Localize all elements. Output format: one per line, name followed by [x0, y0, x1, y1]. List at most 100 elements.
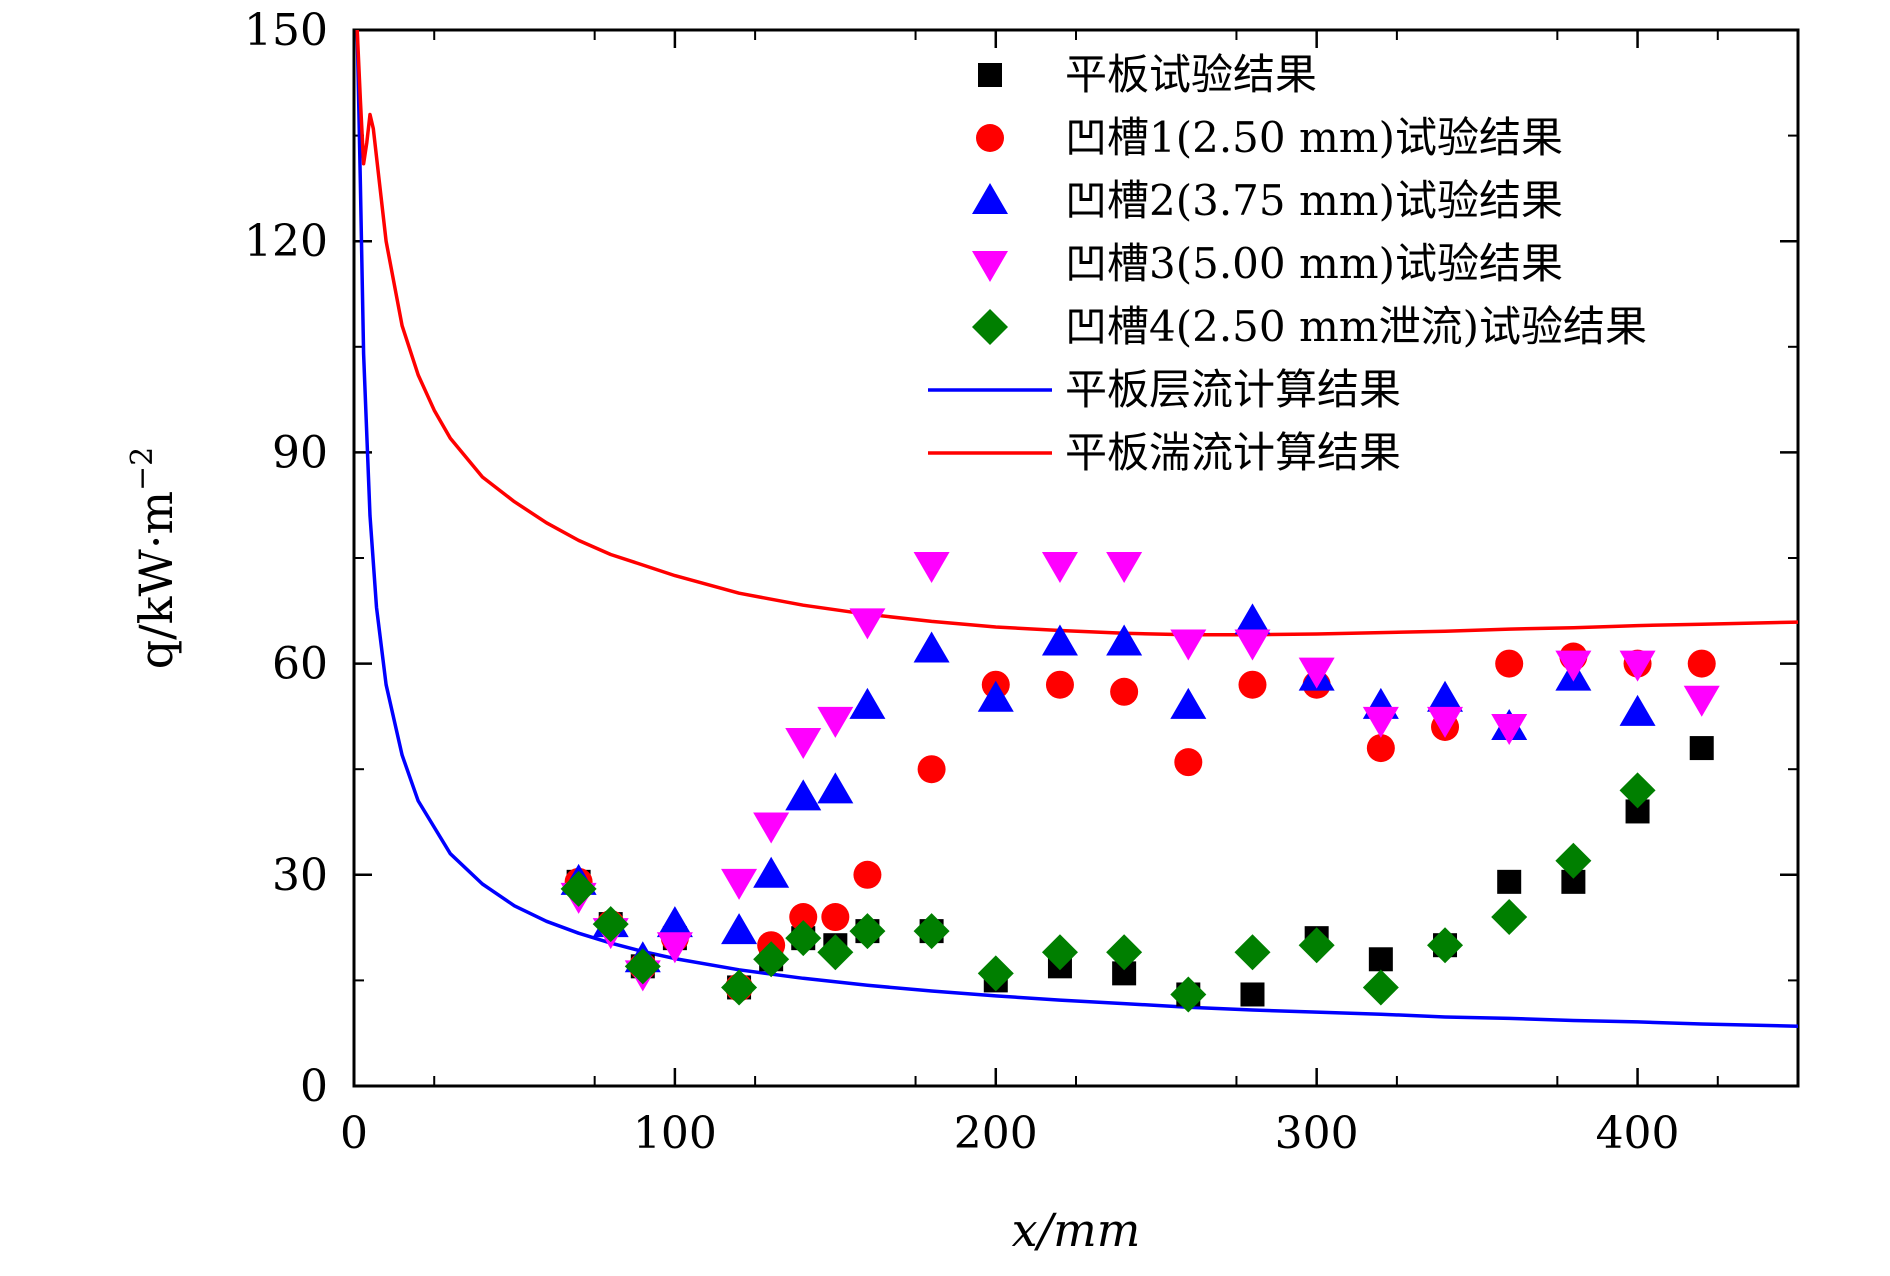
- data-point: [913, 913, 950, 950]
- data-point: [1427, 927, 1464, 964]
- data-point: [1045, 670, 1074, 699]
- legend-item-6: 平板湍流计算结果: [928, 428, 1401, 477]
- legend-item-1: 凹槽1(2.50 mm)试验结果: [976, 113, 1563, 162]
- legend-marker: [972, 309, 1008, 345]
- data-point: [1106, 624, 1143, 656]
- y-tick-label: 150: [244, 5, 328, 56]
- data-point: [1427, 680, 1464, 712]
- y-tick-label: 60: [272, 639, 328, 690]
- data-point: [721, 969, 758, 1006]
- data-point: [853, 860, 882, 889]
- data-point: [817, 772, 854, 804]
- legend-marker: [976, 124, 1004, 152]
- data-point: [1368, 947, 1393, 972]
- data-point: [1234, 934, 1271, 971]
- data-point: [1170, 687, 1207, 719]
- data-point: [1106, 552, 1143, 584]
- data-point: [1497, 869, 1522, 894]
- axis-ticks: 0 100 200 300 400 0 30 60 90 120 150: [244, 5, 1798, 1159]
- data-point: [1362, 969, 1399, 1006]
- legend-label: 凹槽3(5.00 mm)试验结果: [1065, 239, 1563, 288]
- y-axis-title-main: q/kW·m: [129, 491, 183, 669]
- data-point: [1619, 772, 1656, 809]
- legend-label: 平板层流计算结果: [1065, 365, 1401, 414]
- legend-item-4: 凹槽4(2.50 mm泄流)试验结果: [972, 302, 1647, 351]
- data-point: [977, 955, 1014, 992]
- data-point: [1555, 650, 1592, 682]
- x-tick-label: 200: [954, 1108, 1038, 1159]
- data-point: [913, 631, 950, 663]
- data-point: [1555, 842, 1592, 879]
- data-point: [785, 728, 822, 760]
- data-point: [1298, 927, 1335, 964]
- data-point: [721, 868, 758, 900]
- data-point: [1106, 934, 1143, 971]
- y-tick-label: 0: [300, 1061, 328, 1112]
- series-1-points: [564, 642, 1716, 1002]
- data-point: [1234, 603, 1271, 635]
- x-tick-label: 100: [633, 1108, 717, 1159]
- y-axis-title: q/kW·m−2: [125, 447, 183, 670]
- y-tick-label: 120: [244, 216, 328, 267]
- x-tick-label: 300: [1275, 1108, 1359, 1159]
- data-point: [1110, 677, 1139, 706]
- data-point: [785, 779, 822, 811]
- data-point: [753, 812, 790, 844]
- data-point: [1427, 706, 1464, 738]
- data-point: [1619, 650, 1656, 682]
- data-point: [821, 903, 850, 932]
- data-point: [1366, 734, 1395, 763]
- legend-marker: [972, 251, 1008, 282]
- data-point: [1491, 713, 1528, 745]
- legend-label: 平板湍流计算结果: [1065, 428, 1401, 477]
- data-point: [1238, 670, 1267, 699]
- legend-label: 凹槽2(3.75 mm)试验结果: [1065, 176, 1563, 225]
- legend-item-0: 平板试验结果: [978, 50, 1317, 99]
- legend-label: 凹槽4(2.50 mm泄流)试验结果: [1065, 302, 1647, 351]
- series-4-points: [560, 772, 1656, 1013]
- data-point: [1041, 624, 1078, 656]
- legend-item-3: 凹槽3(5.00 mm)试验结果: [972, 239, 1563, 288]
- data-point: [1689, 736, 1714, 761]
- data-point: [785, 920, 822, 957]
- data-point: [656, 932, 693, 964]
- data-point: [560, 870, 597, 907]
- data-point: [1234, 629, 1271, 661]
- x-tick-label: 0: [340, 1108, 368, 1159]
- series-points: [560, 552, 1720, 1013]
- data-point: [1495, 649, 1524, 678]
- legend-item-5: 平板层流计算结果: [928, 365, 1401, 414]
- data-point: [917, 755, 946, 784]
- data-point: [913, 552, 950, 584]
- data-point: [817, 706, 854, 738]
- data-point: [1362, 706, 1399, 738]
- data-point: [592, 906, 629, 943]
- data-point: [849, 608, 886, 640]
- y-tick-label: 90: [272, 427, 328, 478]
- data-point: [849, 913, 886, 950]
- data-point: [656, 906, 693, 938]
- legend-label: 平板试验结果: [1065, 50, 1317, 99]
- x-tick-label: 400: [1596, 1108, 1680, 1159]
- data-point: [753, 856, 790, 888]
- data-point: [1041, 934, 1078, 971]
- legend-marker: [972, 183, 1008, 214]
- data-point: [1683, 685, 1720, 717]
- data-point: [624, 948, 661, 985]
- y-axis-title-exponent: −2: [125, 447, 160, 491]
- data-point: [753, 941, 790, 978]
- data-point: [1619, 694, 1656, 726]
- data-point: [721, 913, 758, 945]
- data-point: [1170, 629, 1207, 661]
- legend-item-2: 凹槽2(3.75 mm)试验结果: [972, 176, 1563, 225]
- series-line-6: [355, 30, 1798, 637]
- data-point: [789, 903, 818, 932]
- data-point: [1687, 649, 1716, 678]
- data-point: [1041, 552, 1078, 584]
- data-point: [1298, 657, 1335, 689]
- data-point: [1174, 748, 1203, 777]
- data-point: [1240, 982, 1265, 1007]
- data-point: [1170, 976, 1207, 1013]
